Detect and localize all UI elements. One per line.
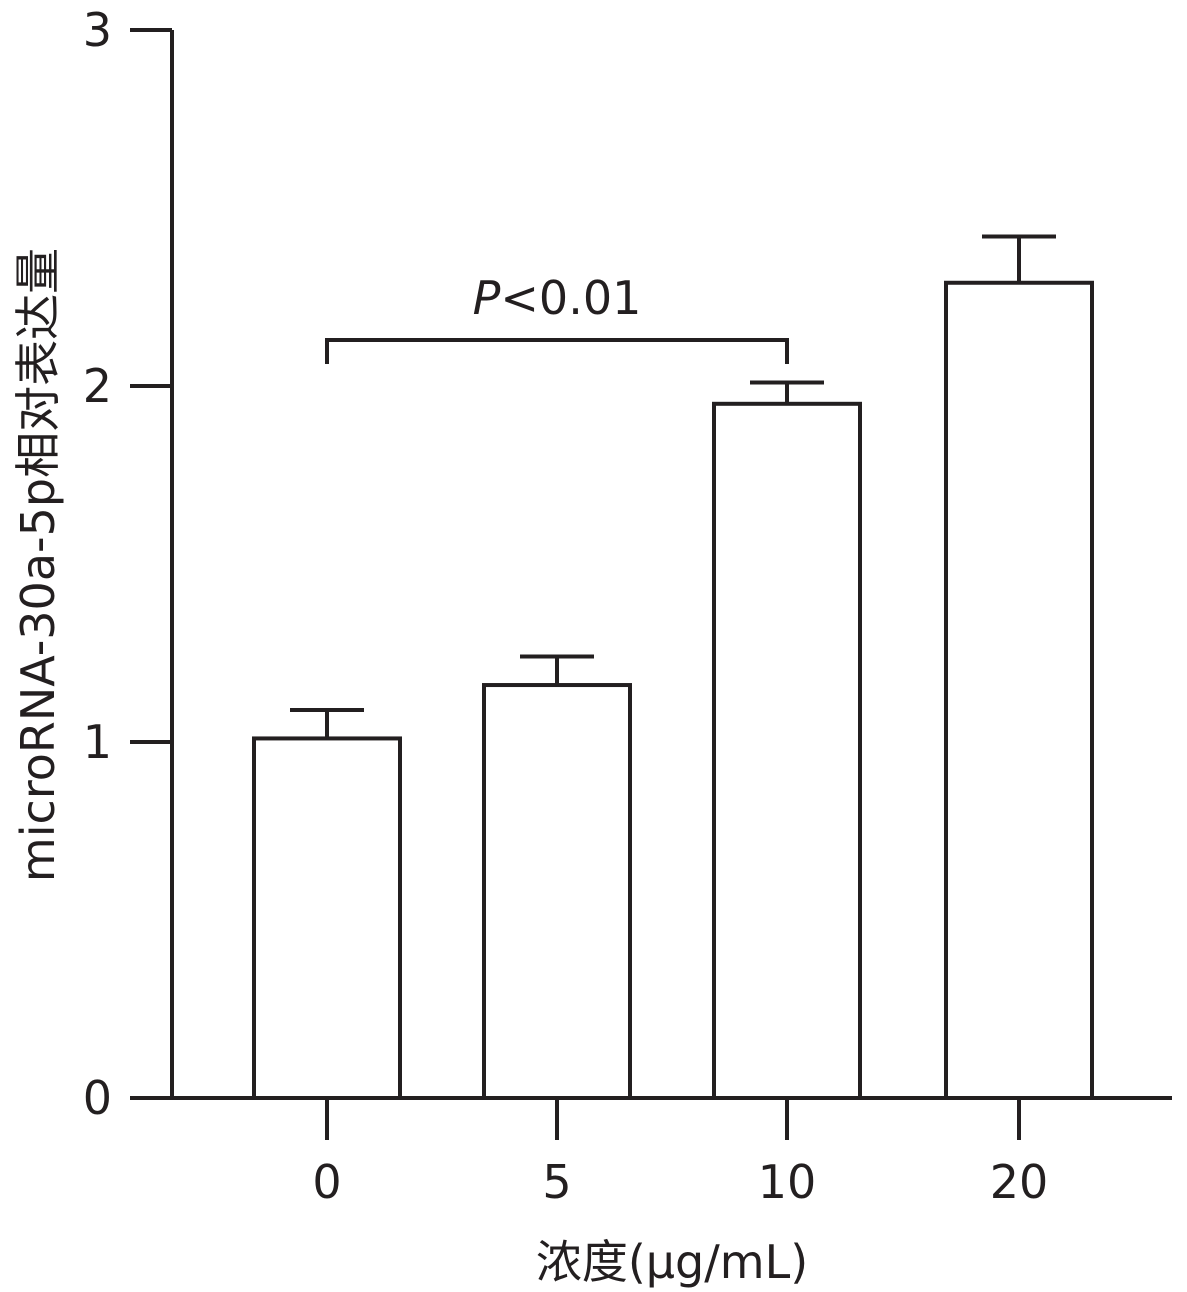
x-axis-title: 浓度(μg/mL)	[536, 1235, 808, 1289]
y-tick-label-3: 3	[83, 3, 112, 57]
bar-5	[482, 683, 632, 1100]
p-value: <0.01	[500, 271, 641, 325]
x-tick-label-10: 10	[758, 1155, 817, 1209]
x-ticks: 0 5 10 20	[312, 1098, 1048, 1209]
p-symbol: P	[473, 271, 501, 325]
p-value-label: P<0.01	[473, 271, 642, 325]
y-tick-label-1: 1	[83, 715, 112, 769]
significance-annotation: P<0.01	[325, 271, 789, 364]
y-axis-title: microRNA-30a-5p相对表达量	[11, 248, 65, 882]
bar-0	[252, 736, 402, 1100]
bar-20	[944, 280, 1094, 1100]
significance-bracket	[325, 338, 789, 364]
x-tick-label-5: 5	[542, 1155, 571, 1209]
x-tick-label-0: 0	[312, 1155, 341, 1209]
x-tick-label-20: 20	[990, 1155, 1049, 1209]
error-bars	[290, 234, 1056, 739]
y-tick-label-2: 2	[83, 359, 112, 413]
y-tick-label-0: 0	[83, 1071, 112, 1125]
bar-10	[712, 401, 862, 1100]
bars	[252, 280, 1094, 1100]
y-ticks: 0 1 2 3	[83, 3, 172, 1125]
